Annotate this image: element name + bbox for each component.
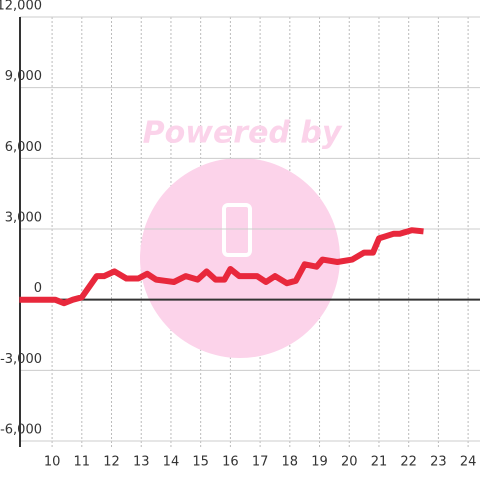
x-tick-label: 17 xyxy=(252,455,269,470)
y-tick-label: -3,000 xyxy=(0,352,42,367)
y-tick-label: 6,000 xyxy=(5,140,42,155)
y-tick-label: 3,000 xyxy=(5,211,42,226)
y-tick-label: 12,000 xyxy=(0,0,42,14)
watermark-icon xyxy=(222,203,252,257)
x-tick-label: 22 xyxy=(400,455,417,470)
x-tick-label: 12 xyxy=(103,455,120,470)
y-tick-label: -6,000 xyxy=(0,423,42,438)
x-tick-label: 14 xyxy=(163,455,180,470)
y-tick-label: 9,000 xyxy=(5,69,42,84)
x-tick-label: 13 xyxy=(133,455,150,470)
y-tick-label: 0 xyxy=(34,281,42,296)
x-tick-label: 21 xyxy=(371,455,388,470)
x-tick-label: 16 xyxy=(222,455,239,470)
x-tick-label: 15 xyxy=(192,455,209,470)
x-tick-label: 11 xyxy=(74,455,91,470)
x-tick-label: 20 xyxy=(341,455,358,470)
data-line xyxy=(19,227,424,307)
x-tick-label: 24 xyxy=(460,455,477,470)
x-tick-label: 23 xyxy=(430,455,447,470)
x-tick-label: 18 xyxy=(282,455,299,470)
watermark-logo xyxy=(140,158,340,358)
watermark-text: Powered by xyxy=(143,116,343,151)
x-tick-label: 10 xyxy=(44,455,61,470)
x-tick-label: 19 xyxy=(311,455,328,470)
